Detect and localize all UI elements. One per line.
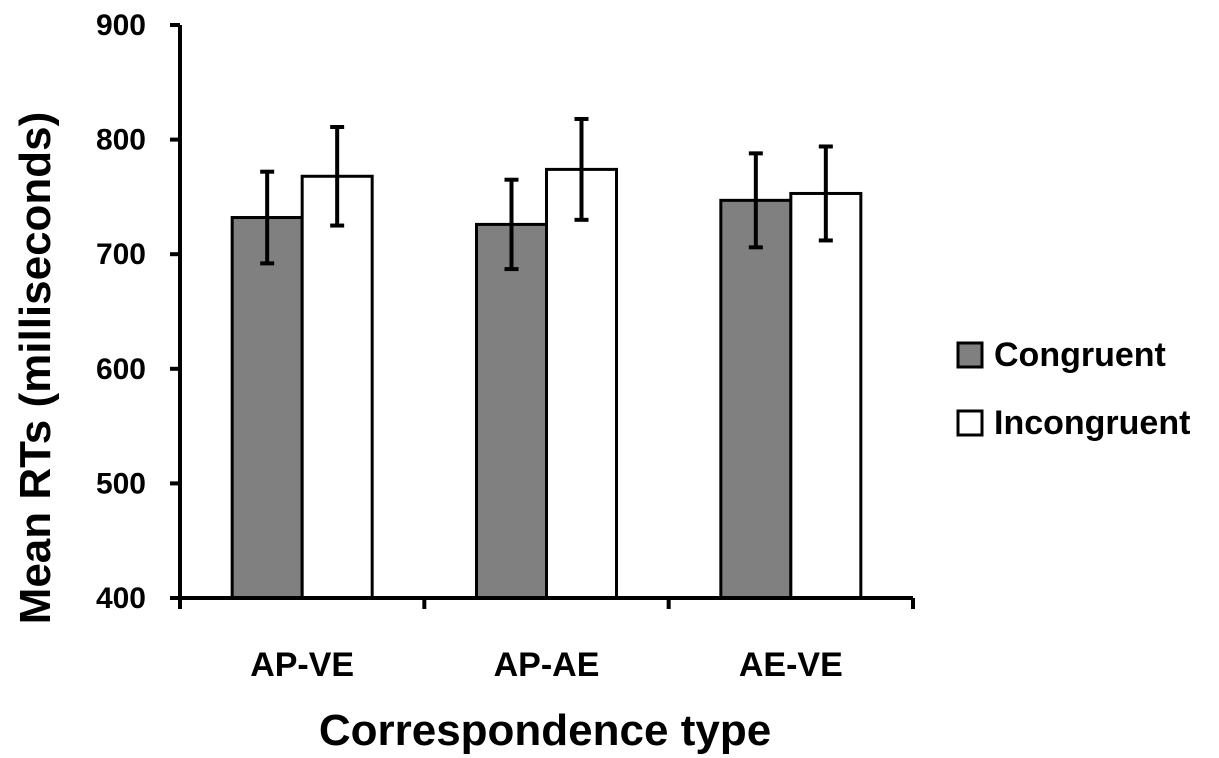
- bar-congruent-ae-ve: [719, 198, 793, 600]
- bar-incongruent-ap-ae: [545, 167, 618, 600]
- y-tick-labels: 400 500 600 700 800 900: [96, 9, 146, 615]
- legend-swatch-congruent: [956, 341, 984, 369]
- error-bars-layer: [260, 116, 833, 272]
- x-category-labels: AP-VE AP-AE AE-VE: [250, 646, 843, 684]
- bar-incongruent-ae-ve: [789, 191, 863, 600]
- legend-swatch-incongruent: [956, 409, 984, 437]
- bar-congruent-ap-ae: [475, 222, 548, 600]
- y-tick-label-900: 900: [96, 9, 146, 42]
- legend-label-incongruent: Incongruent: [994, 404, 1190, 442]
- y-tick-label-600: 600: [96, 353, 146, 386]
- axes-layer: [170, 23, 915, 609]
- y-tick-label-400: 400: [96, 582, 146, 615]
- x-tick-label-ap-ae: AP-AE: [494, 646, 600, 684]
- x-axis-title: Correspondence type: [319, 706, 771, 755]
- y-tick-label-700: 700: [96, 238, 146, 271]
- bars-layer: [230, 167, 863, 600]
- y-tick-label-500: 500: [96, 467, 146, 500]
- bar-incongruent-ap-ve: [300, 174, 374, 600]
- y-axis-title: Mean RTs (milliseconds): [11, 112, 60, 625]
- bar-congruent-ap-ve: [230, 216, 304, 600]
- legend: Congruent Incongruent: [956, 336, 1190, 442]
- x-tick-label-ae-ve: AE-VE: [739, 646, 843, 684]
- y-tick-label-800: 800: [96, 124, 146, 157]
- legend-label-congruent: Congruent: [994, 336, 1166, 374]
- x-tick-label-ap-ve: AP-VE: [250, 646, 354, 684]
